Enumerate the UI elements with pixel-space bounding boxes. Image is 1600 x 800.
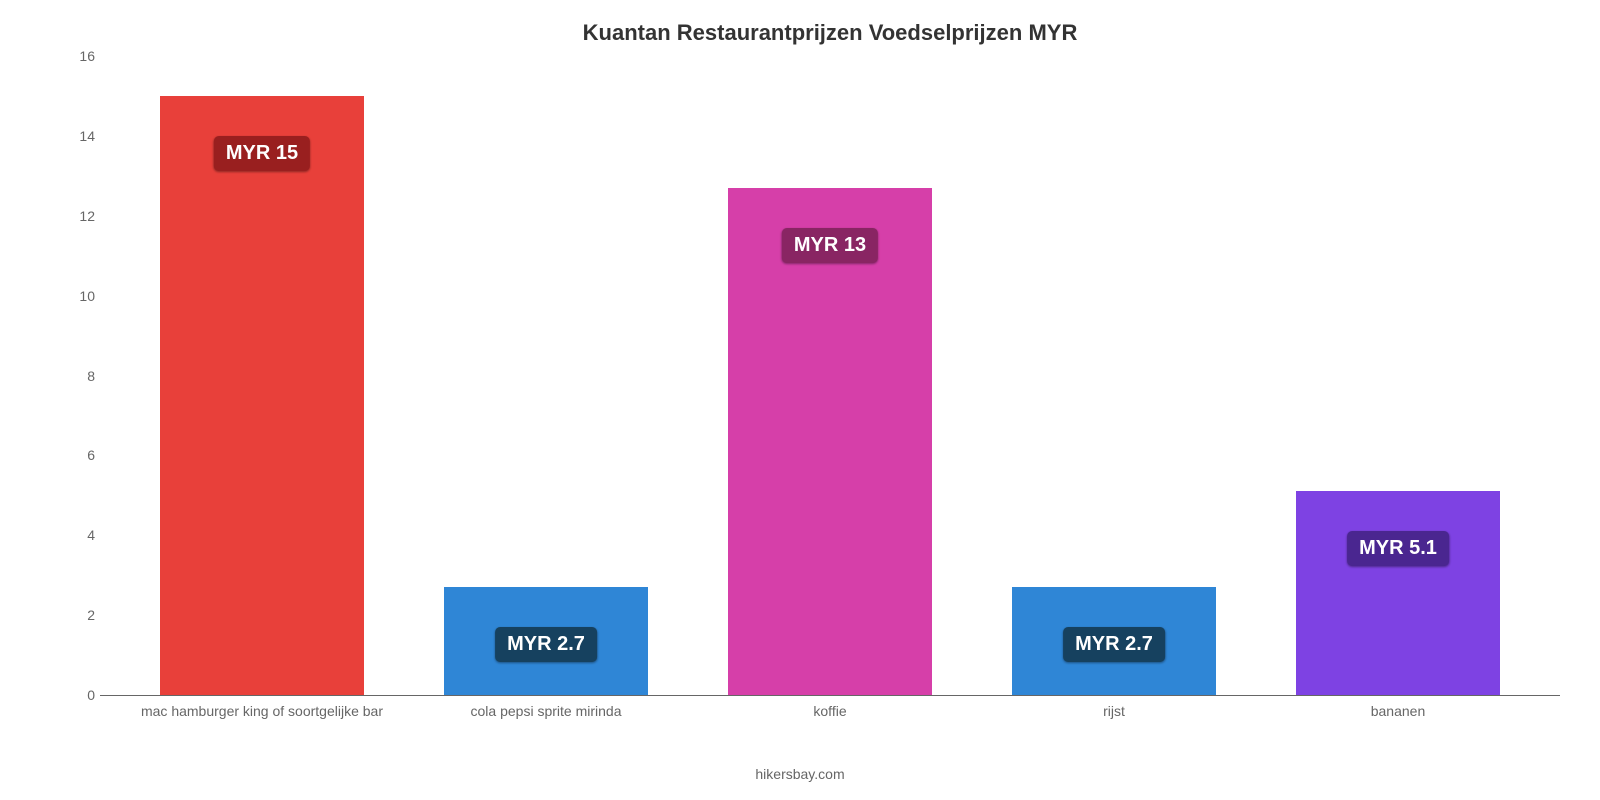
x-axis-label: bananen <box>1256 703 1540 719</box>
bar-slot: MYR 5.1 <box>1256 56 1540 695</box>
bar-slot: MYR 2.7 <box>972 56 1256 695</box>
y-tick: 10 <box>50 288 95 304</box>
chart-attribution: hikersbay.com <box>0 766 1600 782</box>
x-axis-label: cola pepsi sprite mirinda <box>404 703 688 719</box>
bar-value-label: MYR 13 <box>782 228 878 263</box>
bar: MYR 15 <box>160 96 364 695</box>
bar: MYR 2.7 <box>444 587 648 695</box>
bars-group: MYR 15 MYR 2.7 MYR 13 MYR 2.7 MYR 5.1 <box>100 56 1560 695</box>
x-axis-label: rijst <box>972 703 1256 719</box>
bar-value-label: MYR 2.7 <box>1063 627 1165 662</box>
y-tick: 0 <box>50 687 95 703</box>
y-tick: 12 <box>50 208 95 224</box>
chart-plot-area: 0246810121416 MYR 15MYR 2.7MYR 13MYR 2.7… <box>100 56 1560 696</box>
x-axis-labels: mac hamburger king of soortgelijke barco… <box>100 703 1560 719</box>
bar-slot: MYR 13 <box>688 56 972 695</box>
bar-slot: MYR 2.7 <box>404 56 688 695</box>
y-tick: 14 <box>50 128 95 144</box>
y-tick: 16 <box>50 48 95 64</box>
y-tick: 6 <box>50 447 95 463</box>
bar-value-label: MYR 15 <box>214 136 310 171</box>
y-tick: 8 <box>50 368 95 384</box>
bar-value-label: MYR 2.7 <box>495 627 597 662</box>
chart-container: Kuantan Restaurantprijzen Voedselprijzen… <box>0 0 1600 800</box>
y-tick: 4 <box>50 527 95 543</box>
bar: MYR 5.1 <box>1296 491 1500 695</box>
y-axis: 0246810121416 <box>50 56 95 695</box>
bar-value-label: MYR 5.1 <box>1347 531 1449 566</box>
x-axis-label: koffie <box>688 703 972 719</box>
chart-title: Kuantan Restaurantprijzen Voedselprijzen… <box>100 20 1560 46</box>
bar: MYR 2.7 <box>1012 587 1216 695</box>
y-tick: 2 <box>50 607 95 623</box>
bar: MYR 13 <box>728 188 932 695</box>
bar-slot: MYR 15 <box>120 56 404 695</box>
x-axis-label: mac hamburger king of soortgelijke bar <box>120 703 404 719</box>
